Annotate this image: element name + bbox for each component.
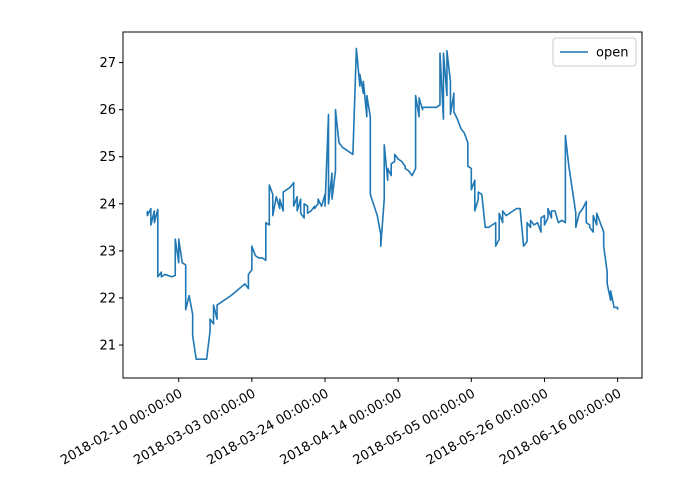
y-tick-label: 23 — [99, 244, 116, 259]
y-tick-label: 25 — [99, 150, 116, 165]
y-tick-label: 26 — [99, 103, 116, 118]
legend-box — [552, 37, 637, 67]
y-tick-label: 27 — [99, 56, 116, 71]
y-tick-label: 21 — [99, 339, 116, 354]
y-tick-label: 22 — [99, 291, 116, 306]
y-tick-label: 24 — [99, 197, 116, 212]
plot-area — [122, 31, 643, 379]
legend: open — [552, 37, 637, 67]
y-axis: 21 22 23 24 25 26 27 — [99, 56, 123, 354]
series-line-open — [146, 47, 619, 360]
legend-label: open — [596, 46, 628, 61]
axes-frame — [122, 31, 643, 379]
